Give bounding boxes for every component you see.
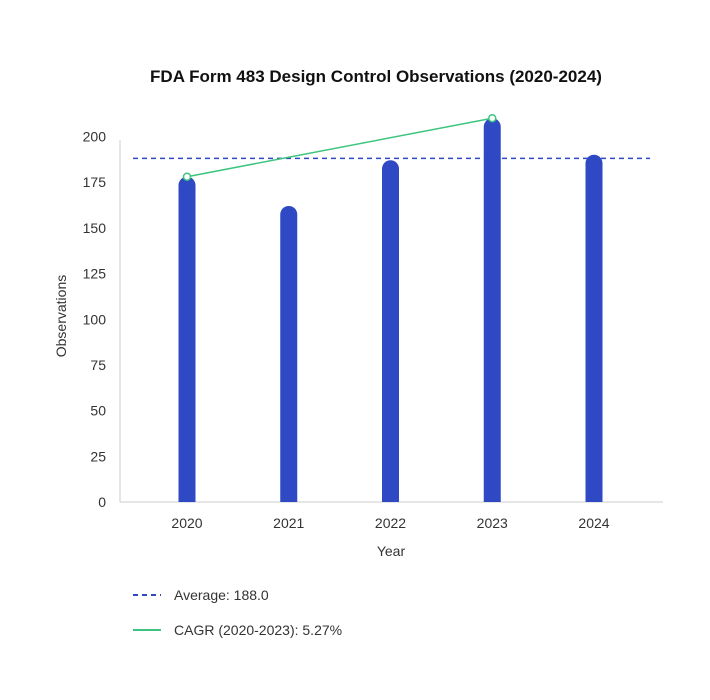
y-axis-ticks: 0 25 50 75 100 125 150 175 200 <box>83 129 107 511</box>
y-tick-label: 75 <box>90 357 106 373</box>
x-axis-label: Year <box>377 543 406 559</box>
x-tick-label: 2024 <box>578 515 609 531</box>
bars <box>178 118 603 502</box>
cagr-start-marker <box>182 172 192 181</box>
y-tick-label: 50 <box>90 403 106 419</box>
y-tick-label: 200 <box>83 129 107 145</box>
chart-title: FDA Form 483 Design Control Observations… <box>150 67 602 86</box>
legend: Average: 188.0 CAGR (2020-2023): 5.27% <box>133 587 342 638</box>
y-tick-label: 150 <box>83 220 107 236</box>
legend-cagr-label: CAGR (2020-2023): 5.27% <box>174 622 342 638</box>
bar <box>382 160 399 502</box>
y-tick-label: 125 <box>83 266 107 282</box>
y-tick-label: 175 <box>83 174 107 190</box>
bar <box>280 205 298 502</box>
x-tick-label: 2020 <box>171 515 202 531</box>
y-tick-label: 25 <box>90 448 106 464</box>
legend-average-label: Average: 188.0 <box>174 587 269 603</box>
x-tick-label: 2021 <box>273 515 304 531</box>
x-axis-ticks: 2020 2021 2022 2023 2024 <box>171 515 609 531</box>
bar <box>483 118 501 502</box>
bar <box>585 154 603 502</box>
x-tick-label: 2023 <box>477 515 508 531</box>
bar <box>178 176 196 502</box>
cagr-end-marker <box>488 113 497 123</box>
x-tick-label: 2022 <box>375 515 406 531</box>
y-tick-label: 0 <box>98 494 106 510</box>
y-axis-label: Observations <box>53 275 69 357</box>
y-tick-label: 100 <box>83 311 107 327</box>
cagr-line <box>186 117 493 178</box>
